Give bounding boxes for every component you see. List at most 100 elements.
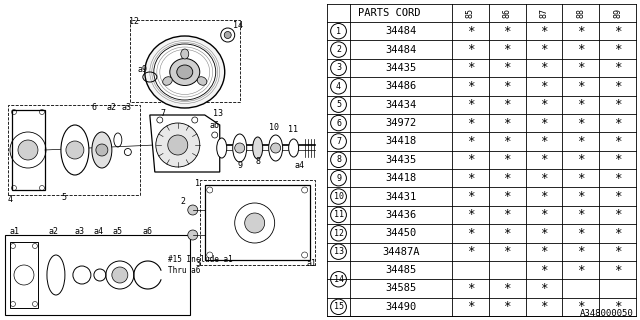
Ellipse shape	[177, 65, 193, 79]
Text: *: *	[504, 98, 511, 111]
Text: *: *	[504, 172, 511, 185]
Text: *: *	[614, 135, 621, 148]
Text: 87: 87	[540, 8, 548, 18]
Text: *: *	[540, 227, 548, 240]
Text: *: *	[540, 190, 548, 203]
Text: *: *	[467, 300, 474, 313]
Text: 1: 1	[336, 27, 341, 36]
Text: 34435: 34435	[385, 155, 417, 165]
Text: *: *	[504, 300, 511, 313]
Polygon shape	[150, 115, 220, 172]
Text: *: *	[577, 190, 584, 203]
Text: 34585: 34585	[385, 284, 417, 293]
Ellipse shape	[233, 134, 246, 162]
Text: *: *	[467, 245, 474, 258]
Text: 3: 3	[336, 63, 341, 72]
Text: a4: a4	[294, 161, 305, 170]
Text: 2: 2	[180, 197, 185, 206]
Text: 8: 8	[255, 157, 260, 166]
Text: 6: 6	[92, 103, 97, 113]
Text: *: *	[467, 190, 474, 203]
Text: *: *	[467, 98, 474, 111]
Text: 34484: 34484	[385, 44, 417, 55]
Circle shape	[96, 144, 108, 156]
Text: *: *	[467, 43, 474, 56]
Circle shape	[221, 28, 235, 42]
Text: *: *	[504, 25, 511, 38]
Ellipse shape	[61, 125, 89, 175]
Text: 4: 4	[8, 196, 13, 204]
Text: 13: 13	[333, 247, 344, 256]
Text: *: *	[540, 98, 548, 111]
Text: 5: 5	[61, 194, 67, 203]
Text: 34434: 34434	[385, 100, 417, 110]
Text: 34485: 34485	[385, 265, 417, 275]
Text: 89: 89	[613, 8, 622, 18]
Text: 12: 12	[129, 18, 139, 27]
Text: *: *	[577, 172, 584, 185]
Text: *: *	[467, 61, 474, 75]
Text: *: *	[614, 43, 621, 56]
Text: *: *	[577, 153, 584, 166]
Text: *: *	[467, 116, 474, 130]
Text: 8: 8	[336, 155, 341, 164]
Circle shape	[156, 123, 200, 167]
Ellipse shape	[163, 77, 172, 85]
Text: 34436: 34436	[385, 210, 417, 220]
Text: *: *	[577, 98, 584, 111]
Ellipse shape	[145, 36, 225, 108]
Text: 14: 14	[233, 21, 243, 30]
Text: *: *	[467, 153, 474, 166]
Text: *: *	[540, 116, 548, 130]
Text: 34431: 34431	[385, 192, 417, 202]
Text: a4: a4	[94, 228, 104, 236]
Text: 34486: 34486	[385, 81, 417, 91]
Text: *: *	[504, 135, 511, 148]
Ellipse shape	[170, 59, 200, 85]
Text: *: *	[614, 172, 621, 185]
Text: *: *	[577, 43, 584, 56]
Text: #15 Include a1
Thru a6: #15 Include a1 Thru a6	[168, 255, 232, 275]
Text: *: *	[504, 190, 511, 203]
Text: a2: a2	[49, 228, 59, 236]
Ellipse shape	[269, 135, 283, 161]
Circle shape	[112, 267, 128, 283]
Text: *: *	[540, 153, 548, 166]
Text: *: *	[504, 245, 511, 258]
Text: a6: a6	[210, 121, 220, 130]
Text: *: *	[467, 282, 474, 295]
Text: a1: a1	[307, 259, 317, 268]
Text: *: *	[540, 264, 548, 276]
Text: *: *	[614, 208, 621, 221]
Text: *: *	[577, 25, 584, 38]
Text: *: *	[504, 116, 511, 130]
Text: *: *	[614, 25, 621, 38]
Text: *: *	[540, 208, 548, 221]
Text: 86: 86	[502, 8, 511, 18]
Text: 34418: 34418	[385, 136, 417, 147]
Text: 14: 14	[333, 275, 344, 284]
Text: *: *	[614, 61, 621, 75]
Circle shape	[188, 205, 198, 215]
Text: *: *	[467, 25, 474, 38]
Text: 1: 1	[195, 179, 200, 188]
Text: *: *	[614, 80, 621, 93]
Ellipse shape	[289, 139, 299, 157]
Text: 34490: 34490	[385, 302, 417, 312]
Text: *: *	[577, 245, 584, 258]
Text: *: *	[614, 264, 621, 276]
Text: a3: a3	[122, 102, 132, 111]
Ellipse shape	[154, 44, 216, 100]
Text: 12: 12	[333, 229, 344, 238]
Text: *: *	[577, 135, 584, 148]
Text: *: *	[614, 153, 621, 166]
Text: *: *	[467, 80, 474, 93]
Ellipse shape	[197, 77, 207, 85]
Text: a9: a9	[138, 66, 148, 75]
Circle shape	[244, 213, 265, 233]
Text: 6: 6	[336, 119, 341, 128]
Text: 34450: 34450	[385, 228, 417, 238]
Text: 34435: 34435	[385, 63, 417, 73]
Text: a6: a6	[143, 228, 153, 236]
Text: *: *	[577, 227, 584, 240]
